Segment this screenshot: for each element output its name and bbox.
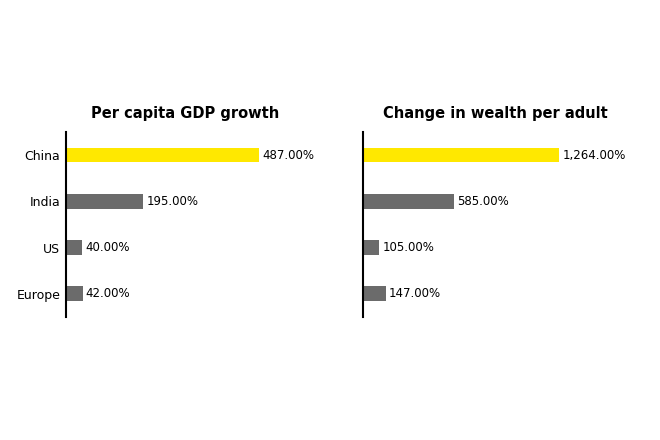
- Text: 40.00%: 40.00%: [85, 241, 129, 254]
- Bar: [363, 286, 386, 301]
- Bar: [363, 240, 380, 255]
- Bar: [66, 286, 82, 301]
- Text: 585.00%: 585.00%: [457, 195, 509, 208]
- Title: Per capita GDP growth: Per capita GDP growth: [90, 106, 279, 121]
- Bar: [66, 194, 143, 209]
- Bar: [66, 240, 82, 255]
- Text: 42.00%: 42.00%: [86, 287, 131, 300]
- Bar: [363, 194, 454, 209]
- Bar: [66, 148, 259, 162]
- Text: 195.00%: 195.00%: [147, 195, 199, 208]
- Text: 147.00%: 147.00%: [389, 287, 441, 300]
- Title: Change in wealth per adult: Change in wealth per adult: [383, 106, 607, 121]
- Text: 1,264.00%: 1,264.00%: [562, 149, 626, 161]
- Text: 105.00%: 105.00%: [382, 241, 434, 254]
- Text: 487.00%: 487.00%: [262, 149, 314, 161]
- Bar: [363, 148, 559, 162]
